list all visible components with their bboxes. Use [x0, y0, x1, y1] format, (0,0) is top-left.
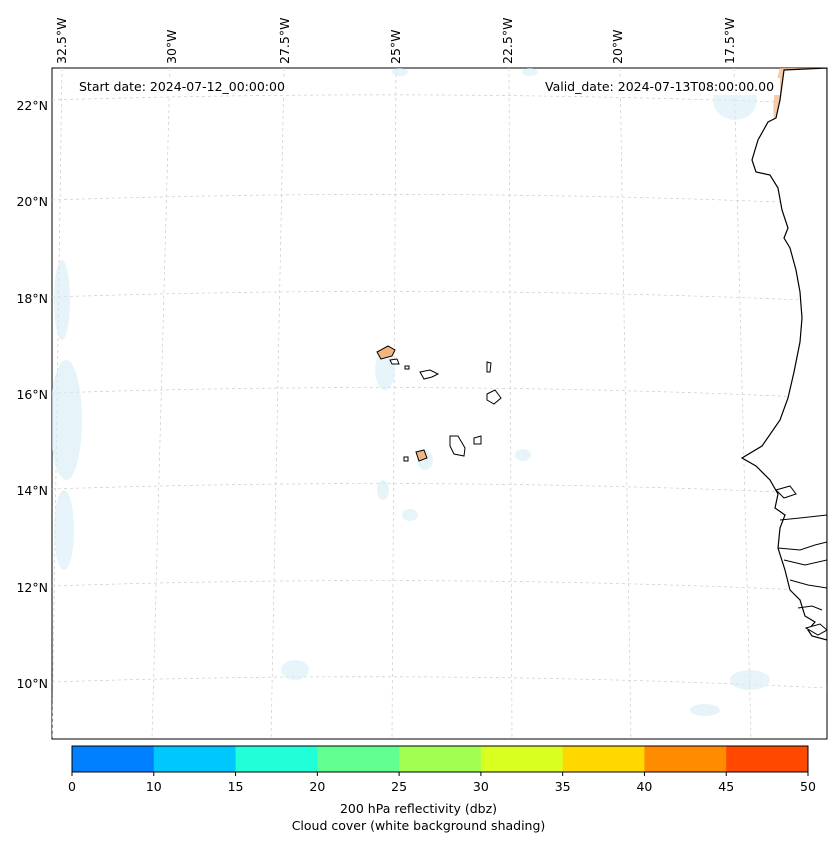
- colorbar-tick-label: 40: [636, 779, 653, 794]
- colorbar-border: [71, 745, 809, 773]
- colorbar-segment: [644, 746, 727, 772]
- colorbar-label-cloud-cover: Cloud cover (white background shading): [291, 818, 546, 833]
- island-maio: [473, 435, 482, 445]
- colorbar-segment: [480, 746, 564, 772]
- lon-label: 25°W: [388, 29, 403, 64]
- lat-label: 12°N: [16, 580, 48, 595]
- island-sao-nicolau: [419, 369, 440, 380]
- island-santiago: [449, 435, 466, 457]
- start-date-label: Start date: 2024-07-12_00:00:00: [73, 78, 291, 95]
- island-sao-vicente: [389, 358, 400, 365]
- island-santa-luzia: [404, 365, 410, 370]
- lon-label: 32.5°W: [54, 17, 69, 64]
- lat-label: 16°N: [16, 387, 48, 402]
- lat-label: 14°N: [16, 483, 48, 498]
- island-brava: [403, 456, 409, 462]
- colorbar-tick-label: 10: [145, 779, 162, 794]
- colorbar-tick-label: 50: [800, 779, 816, 794]
- island-boa-vista: [486, 389, 502, 405]
- colorbar-tick-label: 35: [554, 779, 571, 794]
- colorbar-segment: [153, 746, 237, 772]
- colorbar-segment: [726, 746, 809, 772]
- colorbar-tick-label: 20: [309, 779, 326, 794]
- colorbar-segment: [562, 746, 645, 772]
- colorbar-tick-label: 0: [68, 779, 76, 794]
- lat-label: 20°N: [16, 194, 48, 209]
- colorbar-segment: [399, 746, 482, 772]
- lon-label: 17.5°W: [722, 17, 737, 64]
- colorbar-tick-label: 15: [227, 779, 244, 794]
- parallel-gridlines: [52, 94, 827, 689]
- island-sal: [486, 361, 492, 373]
- colorbar: [71, 745, 809, 776]
- colorbar-label-reflectivity: 200 hPa reflectivity (dbz): [339, 801, 498, 816]
- island-santo-antao: [376, 345, 396, 360]
- island-fogo: [415, 449, 428, 462]
- colorbar-segment: [317, 746, 400, 772]
- lat-label: 22°N: [16, 98, 48, 113]
- colorbar-tick-label: 25: [391, 779, 408, 794]
- colorbar-tick-label: 45: [718, 779, 735, 794]
- africa-coastline: [740, 68, 827, 641]
- valid-date-label: Valid_date: 2024-07-13T08:00:00.00: [539, 78, 781, 95]
- lat-label: 18°N: [16, 291, 48, 306]
- lon-label: 22.5°W: [500, 17, 515, 64]
- colorbar-segment: [235, 746, 318, 772]
- colorbar-segment: [72, 746, 155, 772]
- lat-label: 10°N: [16, 676, 48, 691]
- colorbar-tick-label: 30: [472, 779, 489, 794]
- map-area: [51, 67, 828, 740]
- lon-label: 20°W: [610, 29, 625, 64]
- lon-label: 30°W: [164, 29, 179, 64]
- lon-label: 27.5°W: [277, 17, 292, 64]
- cape-verde-islands: [376, 345, 502, 462]
- meridian-gridlines: [52, 68, 752, 739]
